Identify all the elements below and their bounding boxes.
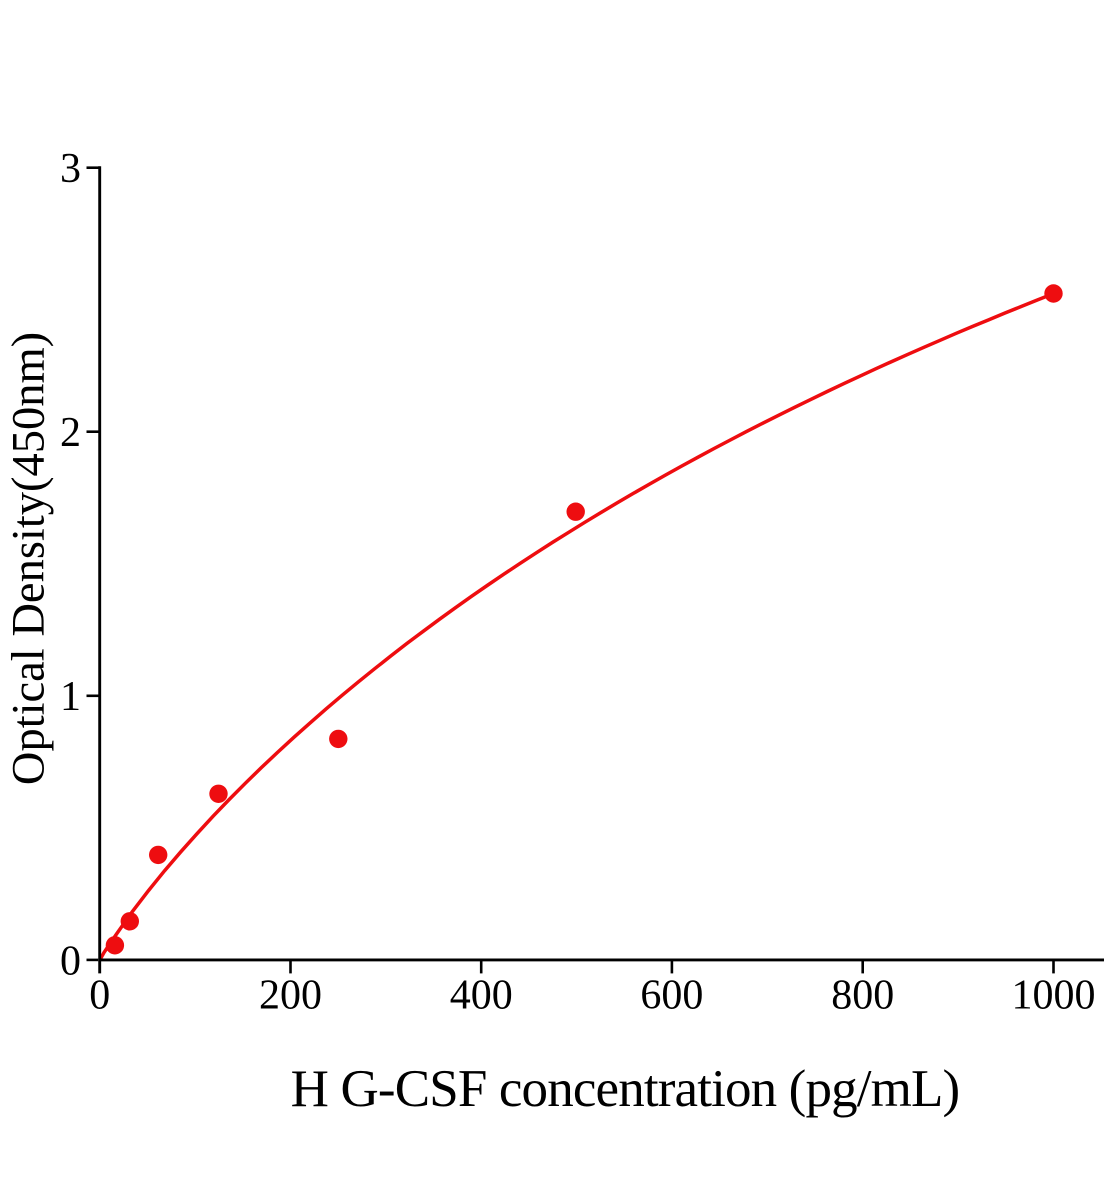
svg-text:800: 800 (831, 972, 894, 1018)
svg-text:400: 400 (450, 972, 513, 1018)
svg-text:0: 0 (89, 972, 110, 1018)
svg-text:2: 2 (60, 410, 81, 456)
svg-text:H G-CSF concentration (pg/mL): H G-CSF concentration (pg/mL) (291, 1060, 960, 1118)
svg-text:1000: 1000 (1012, 972, 1096, 1018)
svg-text:200: 200 (259, 972, 322, 1018)
svg-text:1: 1 (60, 674, 81, 720)
svg-text:0: 0 (60, 938, 81, 984)
svg-text:600: 600 (640, 972, 703, 1018)
svg-text:3: 3 (60, 146, 81, 192)
svg-text:Optical Density(450nm): Optical Density(450nm) (4, 332, 55, 785)
